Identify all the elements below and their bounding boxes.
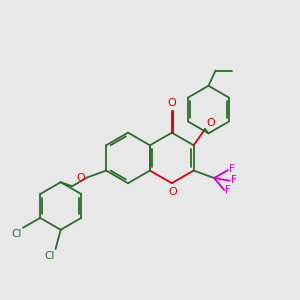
Text: Cl: Cl bbox=[44, 251, 55, 261]
Text: O: O bbox=[168, 187, 177, 197]
Text: O: O bbox=[206, 118, 215, 128]
Text: F: F bbox=[229, 164, 235, 174]
Text: F: F bbox=[225, 185, 231, 195]
Text: O: O bbox=[167, 98, 176, 108]
Text: O: O bbox=[76, 173, 85, 183]
Text: Cl: Cl bbox=[12, 229, 22, 239]
Text: F: F bbox=[231, 176, 237, 185]
